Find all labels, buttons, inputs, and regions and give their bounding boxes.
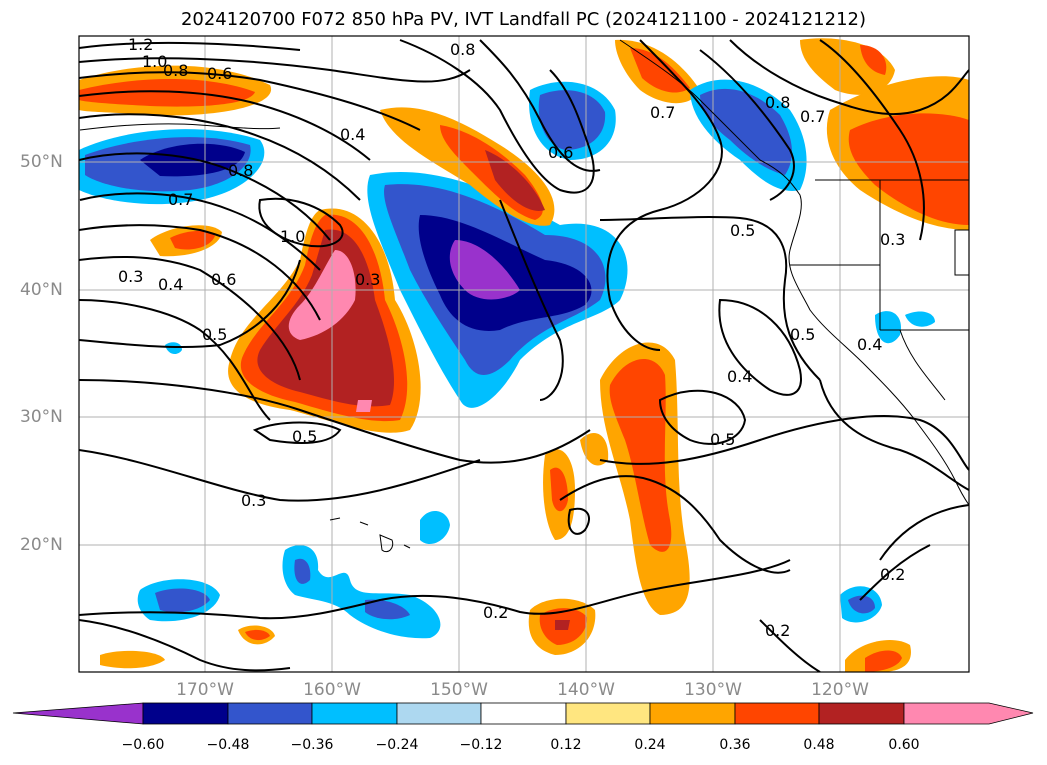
lat-label: 40°N (20, 280, 63, 300)
contour-label: 1.0 (280, 227, 305, 246)
lon-label: 160°W (303, 680, 361, 700)
contour-labels: 1.2 1.0 0.8 0.6 0.8 0.4 0.8 0.7 1.0 0.6 … (118, 35, 905, 640)
contour-label: 0.6 (211, 270, 236, 289)
colorbar-tick-label: −0.24 (375, 737, 419, 753)
contour-label: 0.8 (765, 93, 790, 112)
map-graticule (79, 36, 969, 672)
pv-contours (79, 39, 969, 672)
colorbar-tick-label: 0.48 (803, 737, 835, 753)
lon-label: 140°W (557, 680, 615, 700)
colorbar-tick-label: 0.12 (550, 737, 582, 753)
contour-label: 0.5 (790, 325, 815, 344)
contour-label: 0.6 (207, 64, 232, 83)
contour-label: 0.5 (202, 325, 227, 344)
colorbar (12, 702, 1034, 725)
contour-label: 0.7 (650, 103, 675, 122)
contour-label: 0.3 (880, 230, 905, 249)
contour-label: 1.2 (128, 35, 153, 54)
colorbar-extend-high (903, 702, 1034, 725)
colorbar-tick-label: −0.12 (459, 737, 503, 753)
contour-label: 0.4 (340, 125, 365, 144)
colorbar-tick-label: −0.60 (121, 737, 165, 753)
lat-label: 50°N (20, 152, 63, 172)
coastline (79, 39, 969, 553)
contour-label: 0.4 (158, 275, 183, 294)
contour-label: 0.7 (168, 190, 193, 209)
map-frame (78, 35, 970, 673)
contour-label: 0.8 (450, 40, 475, 59)
contour-label: 0.3 (241, 491, 266, 510)
lat-label: 30°N (20, 407, 63, 427)
contour-label: 0.5 (292, 427, 317, 446)
contour-label: 0.4 (727, 367, 752, 386)
contour-label: 0.6 (548, 143, 573, 162)
contour-label: 0.5 (710, 430, 735, 449)
contour-label: 0.3 (355, 270, 380, 289)
map-title: 2024120700 F072 850 hPa PV, IVT Landfall… (180, 9, 867, 30)
contour-label: 0.2 (765, 621, 790, 640)
contour-label: 0.5 (730, 221, 755, 240)
contour-label: 0.8 (228, 161, 253, 180)
contour-label: 1.0 (142, 52, 167, 71)
pv-filled-regions (79, 38, 969, 672)
colorbar-tick-label: −0.36 (290, 737, 334, 753)
contour-label: 0.8 (163, 61, 188, 80)
contour-label: 0.4 (857, 335, 882, 354)
contour-label: 0.2 (880, 565, 905, 584)
contour-label: 0.2 (483, 603, 508, 622)
contour-label: 0.7 (800, 107, 825, 126)
colorbar-tick-label: 0.60 (888, 737, 920, 753)
colorbar-tick-label: 0.36 (719, 737, 751, 753)
colorbar-tick-label: −0.48 (206, 737, 250, 753)
lon-label: 130°W (684, 680, 742, 700)
lat-label: 20°N (20, 535, 63, 555)
lon-label: 150°W (430, 680, 488, 700)
lon-label: 120°W (811, 680, 869, 700)
contour-label: 0.3 (118, 267, 143, 286)
lon-label: 170°W (176, 680, 234, 700)
colorbar-tick-label: 0.24 (634, 737, 666, 753)
colorbar-extend-low (12, 702, 144, 725)
